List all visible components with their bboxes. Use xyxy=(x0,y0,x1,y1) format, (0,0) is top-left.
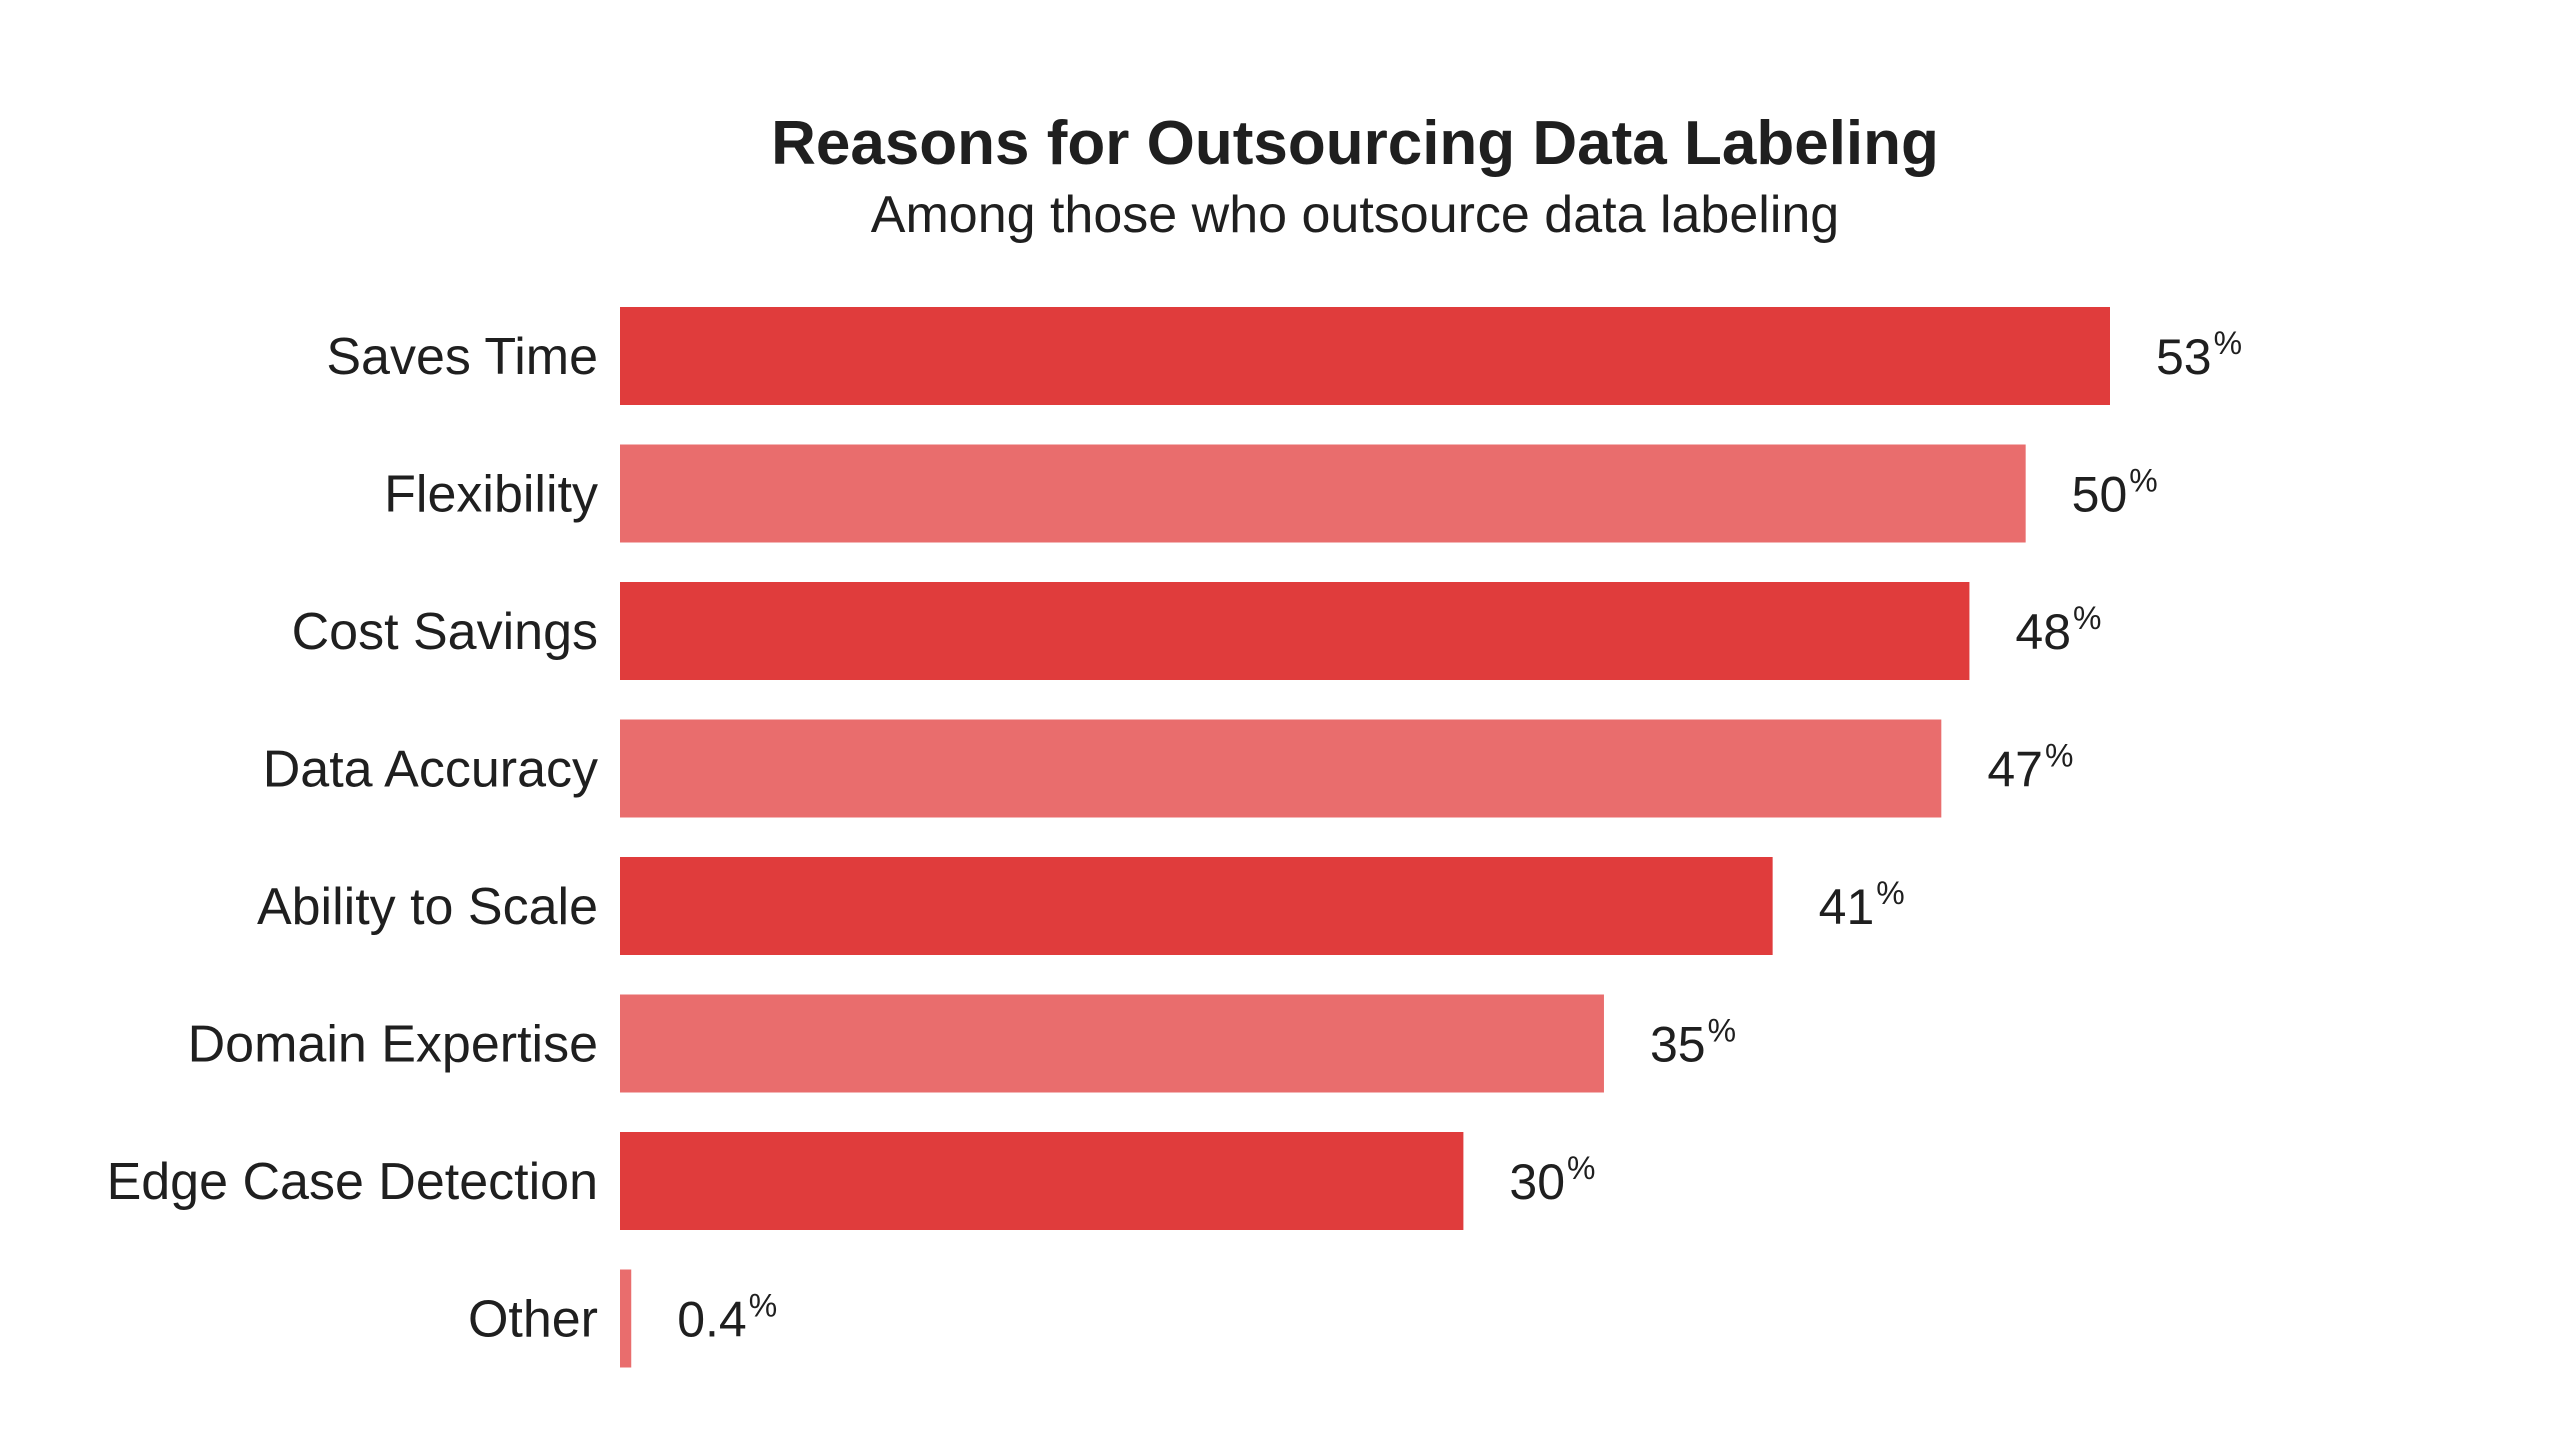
value-number: 53 xyxy=(2156,329,2212,385)
value-percent-suffix: % xyxy=(1876,875,1904,911)
value-label: 35% xyxy=(1650,1013,1736,1073)
bar-3 xyxy=(620,719,1942,818)
category-label: Domain Expertise xyxy=(188,1016,598,1074)
value-label: 50% xyxy=(2072,463,2158,523)
category-label: Flexibility xyxy=(384,466,598,524)
value-percent-suffix: % xyxy=(2073,600,2101,636)
category-label: Saves Time xyxy=(326,328,598,386)
bar-1 xyxy=(620,444,2026,543)
value-number: 30 xyxy=(1509,1154,1565,1210)
bar-4 xyxy=(620,857,1773,955)
value-number: 0.4 xyxy=(677,1292,747,1348)
value-percent-suffix: % xyxy=(2214,325,2242,361)
chart-title: Reasons for Outsourcing Data Labeling xyxy=(771,109,1939,178)
category-label: Data Accuracy xyxy=(263,741,598,799)
value-labels-group: 53%50%48%47%41%35%30%0.4% xyxy=(677,325,2242,1348)
value-number: 41 xyxy=(1819,879,1875,935)
category-label: Other xyxy=(468,1291,598,1349)
value-number: 50 xyxy=(2072,467,2128,523)
chart-subtitle: Among those who outsource data labeling xyxy=(871,186,1839,244)
value-number: 47 xyxy=(1987,742,2043,798)
value-label: 47% xyxy=(1987,738,2073,798)
value-percent-suffix: % xyxy=(1708,1013,1736,1049)
bars-group xyxy=(620,307,2110,1368)
bar-2 xyxy=(620,582,1970,680)
value-label: 53% xyxy=(2156,325,2242,385)
value-label: 30% xyxy=(1509,1150,1595,1210)
value-label: 48% xyxy=(2015,600,2101,660)
value-percent-suffix: % xyxy=(1567,1150,1595,1186)
category-label: Cost Savings xyxy=(292,603,598,661)
value-number: 35 xyxy=(1650,1017,1706,1073)
bar-7 xyxy=(620,1269,632,1368)
bar-0 xyxy=(620,307,2110,405)
value-number: 48 xyxy=(2015,604,2071,660)
category-label: Ability to Scale xyxy=(257,878,598,936)
bar-6 xyxy=(620,1132,1464,1230)
value-percent-suffix: % xyxy=(2045,738,2073,774)
value-label: 41% xyxy=(1819,875,1905,935)
value-percent-suffix: % xyxy=(749,1288,777,1324)
category-labels-group: Saves Time Flexibility Cost Savings Data Ac… xyxy=(107,328,598,1349)
value-percent-suffix: % xyxy=(2129,463,2157,499)
category-label: Edge Case Detection xyxy=(107,1153,598,1211)
value-label: 0.4% xyxy=(677,1288,777,1348)
bar-5 xyxy=(620,994,1604,1093)
